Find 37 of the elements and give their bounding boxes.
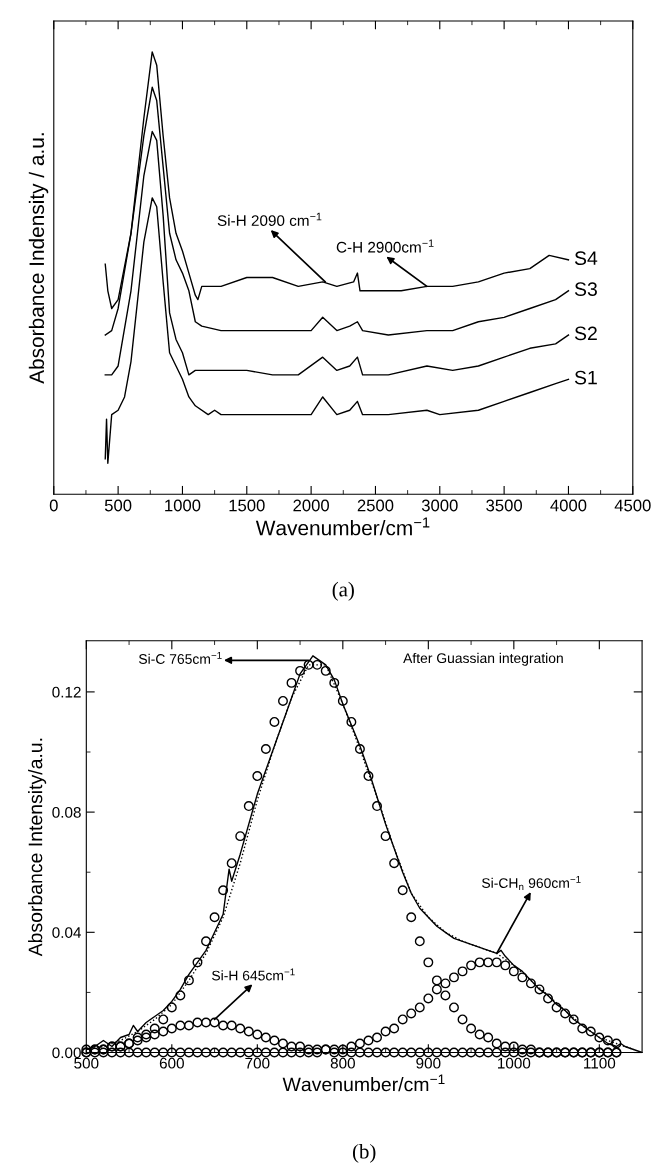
y-tick-label: 0.08 <box>52 806 81 818</box>
series-label: S2 <box>574 326 597 341</box>
x-tick-label: 1000 <box>498 1057 531 1069</box>
y-axis-title: Absorbance Intensity/a.u. <box>28 738 47 957</box>
annotation: C-H 2900cm$^{−1}$ <box>336 239 434 253</box>
y-tick-label: 0.12 <box>52 686 81 698</box>
x-tick-label: 1500 <box>229 499 265 512</box>
x-tick-label: 4500 <box>614 499 651 512</box>
series-label: S3 <box>574 282 597 296</box>
x-tick-label: 600 <box>159 1057 184 1069</box>
series-label: S4 <box>574 251 598 266</box>
x-tick-label: 500 <box>104 499 132 512</box>
annotation: Si-C 765cm$^{−1}$ <box>138 651 222 664</box>
x-axis-title: Wavenumber/cm$^{−1}$ <box>282 1074 445 1092</box>
x-tick-label: 3500 <box>486 499 523 512</box>
x-axis-title: Wavenumber/cm$^{−1}$ <box>255 517 430 536</box>
annotation: After Guassian integration <box>403 652 563 666</box>
y-tick-label: 0.04 <box>52 927 82 938</box>
text: (a) <box>332 581 354 601</box>
annotation: Si-CH$_{n}$ 960cm$^{−1}$ <box>482 876 581 891</box>
x-tick-label: 3000 <box>421 499 458 512</box>
annotation: Si-H 2090 cm$^{−1}$ <box>217 212 322 227</box>
x-tick-label: 700 <box>245 1057 270 1069</box>
y-axis-title: Absorbance Indensity / a.u. <box>28 133 49 384</box>
x-tick-label: 800 <box>330 1057 355 1069</box>
x-tick-label: 1000 <box>165 499 201 512</box>
y-tick-label: 0.00 <box>52 1047 81 1059</box>
series-label: S1 <box>574 370 597 385</box>
text: (b) <box>352 1143 376 1163</box>
x-tick-label: 1100 <box>584 1057 616 1069</box>
x-tick-label: 4000 <box>550 499 587 512</box>
annotation: Si-H 645cm$^{−1}$ <box>212 968 295 981</box>
x-tick-label: 2500 <box>357 499 394 512</box>
x-tick-label: 500 <box>74 1057 99 1069</box>
x-tick-label: 900 <box>416 1057 441 1069</box>
x-tick-label: 2000 <box>293 499 330 512</box>
x-tick-label: 0 <box>49 499 58 512</box>
